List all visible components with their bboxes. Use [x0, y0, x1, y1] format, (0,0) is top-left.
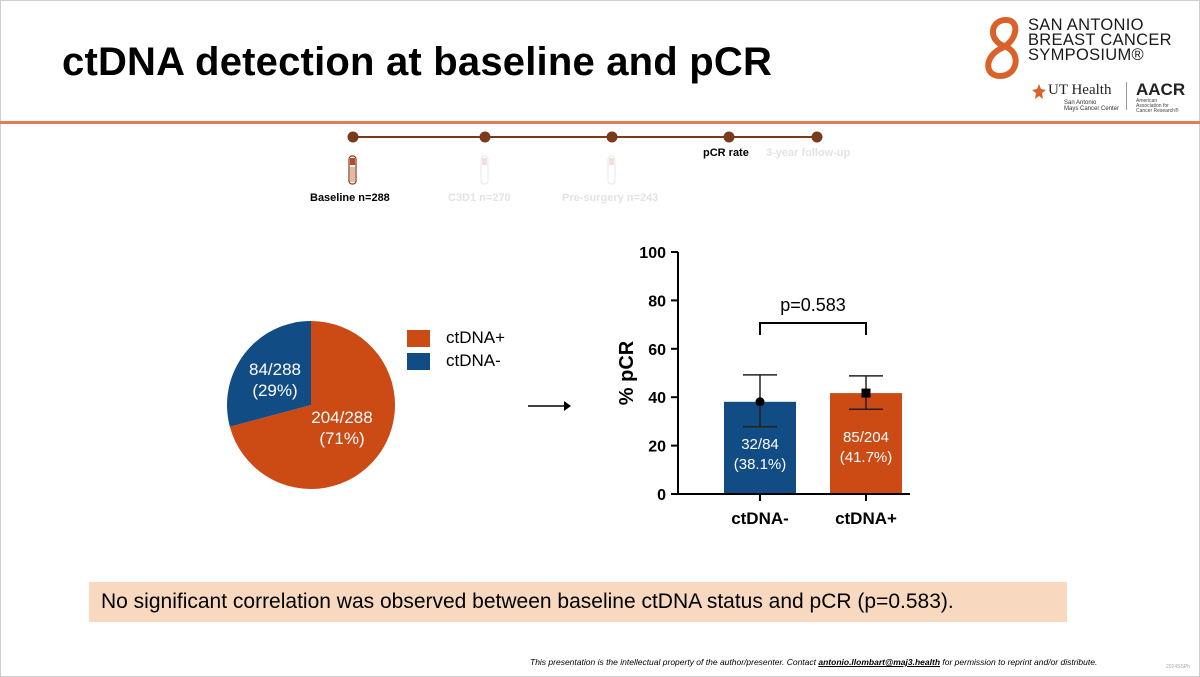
- y-tick-label: 100: [639, 245, 666, 262]
- legend-label-neg: ctDNA-: [446, 351, 501, 370]
- footer-email-link[interactable]: antonio.llombart@maj3.health: [818, 657, 941, 667]
- pie-label-ctdna-pos: 204/288 (71%): [302, 407, 382, 449]
- x-tick-label: ctDNA-: [731, 509, 789, 528]
- ut-sub1: San Antonio: [1064, 100, 1097, 106]
- footer-suffix: for permission to reprint and/or distrib…: [940, 657, 1098, 667]
- ut-health-sub: San Antonio Mays Cancer Center: [1064, 100, 1119, 112]
- legend-swatch-neg: [407, 353, 430, 370]
- copyright-footer: This presentation is the intellectual pr…: [530, 657, 1097, 667]
- logo-wordmark: SAN ANTONIO BREAST CANCER SYMPOSIUM®: [1028, 16, 1172, 64]
- timeline-dot-followup: [811, 131, 823, 143]
- pie-slice-ctdna-neg: [226, 321, 311, 427]
- symposium-logo: SAN ANTONIO BREAST CANCER SYMPOSIUM® UT …: [978, 14, 1186, 114]
- bar-label-ctdna-pos: 85/204 (41.7%): [830, 428, 902, 468]
- timeline-dot-c3d1: [479, 131, 491, 143]
- timeline-label-baseline: Baseline n=288: [310, 192, 390, 204]
- tube-icon: [348, 155, 357, 185]
- timeline-dot-presurgery: [606, 131, 618, 143]
- logo-line2: BREAST CANCER: [1028, 31, 1172, 49]
- logo-line1: SAN ANTONIO: [1028, 16, 1144, 34]
- mean-marker-circle: [755, 397, 765, 407]
- y-tick-label: 60: [648, 342, 666, 359]
- bar-chart: 0 20 40 60 80 100 % pCR ctDNA-ctDNA+ p=0.583: [616, 245, 910, 528]
- bar-label-neg-fraction: 32/84: [741, 436, 779, 453]
- timeline-label-c3d1: C3D1 n=270: [448, 192, 511, 204]
- timeline-dot-pcr: [723, 131, 735, 143]
- x-tick-label: ctDNA+: [835, 509, 897, 528]
- ut-health-label: UT Health: [1048, 82, 1112, 98]
- slide-title: ctDNA detection at baseline and pCR: [62, 40, 773, 84]
- ribbon-8-icon: [985, 16, 1019, 80]
- pie-label-neg-fraction: 84/288: [249, 360, 301, 379]
- tube-icon-faded: [607, 155, 616, 185]
- pie-label-neg-percent: (29%): [252, 381, 298, 400]
- y-axis-label: % pCR: [616, 340, 638, 405]
- pie-label-pos-percent: (71%): [319, 429, 365, 448]
- y-tick-label: 80: [648, 293, 666, 310]
- logo-line3: SYMPOSIUM®: [1028, 46, 1145, 64]
- y-tick-label: 0: [657, 487, 666, 504]
- pie-slice-ctdna-pos: [229, 321, 395, 489]
- y-tick-label: 40: [648, 390, 666, 407]
- footer-prefix: This presentation is the intellectual pr…: [530, 657, 819, 667]
- timeline-label-followup: 3-year follow-up: [766, 147, 851, 159]
- ut-sub2: Mays Cancer Center: [1064, 106, 1120, 112]
- bar-label-ctdna-neg: 32/84 (38.1%): [724, 435, 796, 475]
- y-tick-label: 20: [648, 439, 666, 456]
- pie-label-pos-fraction: 204/288: [311, 408, 373, 427]
- arrow-right-icon: [528, 401, 571, 411]
- mean-marker-square: [861, 388, 871, 398]
- conclusion-text: No significant correlation was observed …: [101, 590, 954, 613]
- pie-label-ctdna-neg: 84/288 (29%): [238, 359, 312, 401]
- timeline-label-pcr: pCR rate: [703, 147, 749, 159]
- conclusion-callout: No significant correlation was observed …: [89, 582, 1067, 622]
- legend-label-pos: ctDNA+: [446, 328, 506, 347]
- timeline-label-presurgery: Pre-surgery n=243: [562, 192, 659, 204]
- header-rule: [0, 121, 1200, 124]
- timeline-dot-baseline: [347, 131, 359, 143]
- texas-star-icon: [1032, 84, 1046, 99]
- timeline: [347, 131, 823, 185]
- bar-label-pos-fraction: 85/204: [843, 429, 889, 446]
- slide-id: 2024SSPh: [1166, 664, 1190, 670]
- bar-label-pos-percent: (41.7%): [839, 449, 893, 466]
- aacr-label: AACR: [1136, 80, 1186, 99]
- bar-label-neg-percent: (38.1%): [733, 456, 787, 473]
- significance-bracket: [759, 322, 867, 335]
- p-value-annotation: p=0.583: [780, 295, 846, 315]
- aacr-sub: American Association for Cancer Research…: [1136, 98, 1179, 114]
- tube-icon-faded: [480, 155, 489, 185]
- logo-divider: [1126, 82, 1127, 110]
- pie-chart: [226, 321, 395, 489]
- legend-swatch-pos: [407, 330, 430, 347]
